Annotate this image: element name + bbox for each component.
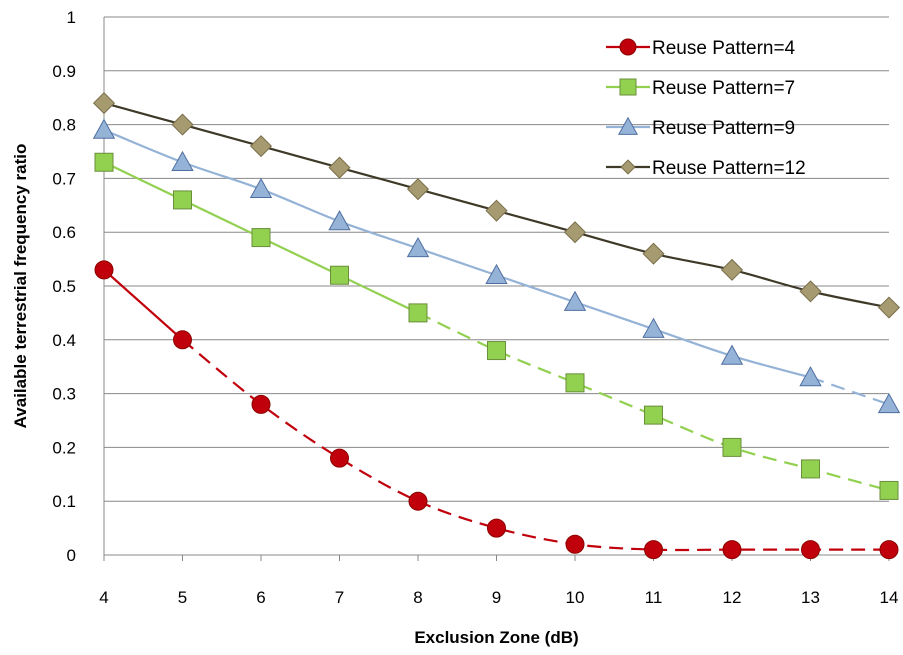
data-point-triangle [485,263,508,285]
y-tick-label: 0.7 [52,169,76,188]
data-point-square [173,190,192,210]
y-tick-label: 0 [67,546,76,565]
data-point-triangle [877,392,901,414]
data-point-circle [251,394,271,414]
series-line-solid [103,269,184,341]
data-point-diamond [406,178,430,201]
x-tick-label: 12 [723,588,742,607]
data-point-circle [722,540,742,560]
legend-label: Reuse Pattern=4 [652,38,796,59]
data-point-triangle [799,366,822,387]
data-point-square [330,265,349,285]
series-line-dashed [810,376,890,406]
x-tick-label: 11 [645,588,663,607]
data-point-circle [644,540,663,560]
series-line-dashed [181,338,889,552]
series-2 [94,152,899,500]
x-tick-label: 8 [413,588,422,607]
data-point-circle [487,518,506,538]
data-point-square [801,459,820,479]
y-tick-label: 0.1 [52,492,76,511]
x-tick-label: 5 [178,588,187,607]
y-tick-label: 0.6 [52,223,76,242]
data-point-triangle [249,177,273,198]
data-point-circle [173,330,192,350]
data-point-triangle [406,236,430,258]
x-tick-label: 4 [99,588,108,607]
data-point-diamond [328,156,351,179]
data-point-triangle [617,116,639,135]
y-tick-label: 0.9 [52,62,76,81]
data-point-triangle [642,317,665,338]
legend-label: Reuse Pattern=7 [652,78,795,99]
x-axis-title: Exclusion Zone (dB) [414,628,578,647]
data-point-triangle [92,118,116,139]
legend-item-4: Reuse Pattern=12 [606,158,806,179]
data-point-circle [94,260,114,280]
legend-item-1: Reuse Pattern=4 [606,38,796,59]
legend-label: Reuse Pattern=12 [652,158,806,179]
data-point-circle [330,448,349,468]
y-tick-label: 0.4 [52,331,76,350]
data-point-triangle [563,290,587,311]
y-tick-label: 0.5 [52,277,76,296]
series-4 [92,92,901,319]
data-point-circle [801,540,820,560]
legend-item-2: Reuse Pattern=7 [606,78,795,99]
data-point-square [251,228,271,248]
data-point-diamond [92,92,116,115]
data-point-circle [619,38,637,56]
grid-lines [104,16,889,502]
y-axis-title: Available terrestrial frequency ratio [11,144,30,429]
y-tick-label: 1 [67,8,76,27]
data-point-square [94,152,114,172]
data-point-square [487,341,506,361]
data-point-diamond [642,242,665,265]
x-tick-label: 7 [335,588,344,607]
data-point-diamond [563,221,587,244]
data-point-diamond [249,135,273,158]
data-series [92,92,901,560]
data-point-diamond [877,296,901,319]
data-point-square [408,303,428,323]
legend-label: Reuse Pattern=9 [652,118,795,139]
y-tick-label: 0.2 [52,438,76,457]
x-tick-label: 13 [801,588,820,607]
legend-item-3: Reuse Pattern=9 [606,116,795,139]
data-point-square [619,78,637,96]
series-line-solid [103,128,811,379]
data-point-square [644,405,663,425]
data-point-triangle [328,210,351,231]
legend: Reuse Pattern=4 Reuse Pattern=7 Reuse Patt… [606,38,806,179]
data-point-square [722,437,742,457]
y-tick-label: 0.8 [52,116,76,135]
data-point-circle [879,540,899,560]
data-point-circle [408,491,428,511]
axes: 00.10.20.30.40.50.60.70.80.914 5 6 7 8 9 10 11 1… [52,8,898,607]
data-point-square [879,480,899,500]
data-point-triangle [171,150,194,172]
data-point-diamond [799,280,822,303]
data-point-diamond [620,159,636,175]
y-tick-label: 0.3 [52,385,76,404]
data-point-diamond [171,113,194,136]
series-1 [94,260,899,560]
data-point-diamond [485,199,508,222]
series-3 [92,118,901,414]
data-point-square [565,373,585,393]
x-tick-label: 10 [566,588,585,607]
data-point-diamond [720,258,744,281]
x-tick-label: 6 [256,588,265,607]
data-point-circle [565,534,585,554]
data-point-triangle [720,344,744,365]
x-tick-label: 14 [880,588,899,607]
x-tick-label: 9 [492,588,501,607]
